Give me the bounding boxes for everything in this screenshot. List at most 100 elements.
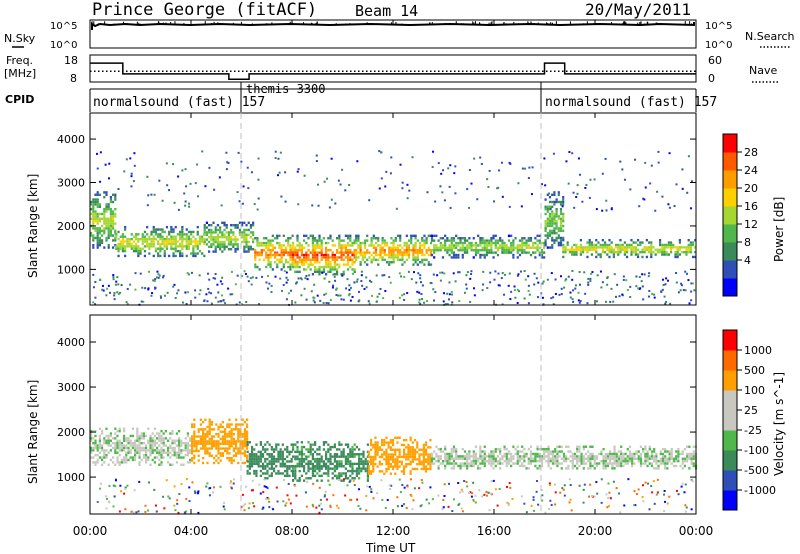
velocity-cell: [305, 477, 308, 480]
velocity-cell: [448, 459, 451, 463]
velocity-cell: [279, 472, 282, 475]
power-cell: [357, 234, 360, 238]
velocity-cell: [226, 425, 229, 429]
velocity-cell: [589, 462, 592, 465]
velocity-cell: [554, 457, 557, 460]
power-cell: [466, 188, 469, 191]
power-cell: [146, 242, 149, 246]
power-cell: [152, 245, 155, 248]
power-cell: [230, 270, 233, 273]
velocity-cell: [138, 456, 141, 459]
velocity-cell: [582, 488, 585, 491]
velocity-cell: [424, 441, 428, 444]
power-cell: [689, 250, 692, 254]
power-cell: [269, 263, 272, 266]
power-cell: [349, 256, 352, 259]
velocity-cell: [145, 446, 148, 450]
power-cell: [139, 249, 142, 253]
power-cell: [320, 258, 323, 262]
power-cell: [444, 244, 447, 247]
velocity-cell: [303, 457, 306, 461]
power-cell: [614, 250, 618, 254]
power-cell: [405, 241, 408, 245]
velocity-cell: [355, 453, 358, 456]
power-cell: [337, 294, 340, 297]
power-cell: [527, 251, 530, 254]
velocity-cell: [391, 467, 395, 471]
velocity-cell: [154, 504, 157, 507]
velocity-cell: [136, 432, 139, 435]
velocity-cell: [470, 495, 473, 498]
velocity-cell: [153, 456, 156, 459]
velocity-cell: [96, 458, 99, 462]
velocity-cell: [229, 482, 232, 485]
velocity-cell: [452, 467, 456, 470]
velocity-cell: [609, 457, 612, 460]
power-cell: [185, 237, 188, 241]
power-cell: [412, 251, 415, 254]
power-cell: [584, 248, 587, 251]
velocity-cell: [450, 455, 453, 458]
power-cell: [579, 246, 582, 249]
power-cell: [493, 278, 496, 281]
power-cell: [234, 243, 237, 246]
power-cell: [279, 277, 282, 280]
power-cell: [296, 234, 299, 238]
velocity-cell: [311, 457, 314, 461]
velocity-cell: [562, 452, 566, 456]
velocity-cell: [185, 478, 188, 481]
velocity-cell: [217, 461, 220, 465]
velocity-cell: [94, 444, 97, 447]
power-cell: [485, 249, 489, 252]
power-cell: [338, 265, 341, 269]
velocity-cell: [307, 469, 310, 473]
velocity-cell: [204, 432, 207, 436]
velocity-cell: [496, 462, 500, 465]
velocity-cell: [521, 462, 524, 465]
velocity-cell: [549, 499, 552, 502]
power-cell: [143, 240, 147, 243]
velocity-cell: [457, 455, 460, 458]
velocity-cell: [253, 453, 256, 456]
power-cell: [181, 233, 184, 236]
velocity-cell: [140, 437, 143, 440]
power-cell: [423, 234, 426, 238]
velocity-cell: [370, 490, 373, 493]
power-cell: [214, 240, 217, 244]
freq-left-tick-top: 18: [64, 54, 78, 67]
power-cell: [170, 237, 173, 241]
power-cell: [357, 237, 360, 240]
colorbar-tick-label: 4: [744, 254, 751, 267]
power-cell: [363, 287, 366, 290]
power-cell: [383, 274, 386, 277]
velocity-cell: [591, 457, 594, 460]
velocity-cell: [411, 455, 414, 459]
velocity-cell: [538, 464, 541, 468]
velocity-cell: [611, 462, 614, 465]
velocity-cell: [101, 432, 104, 435]
power-cell: [429, 241, 433, 245]
velocity-cell: [285, 502, 288, 505]
power-cell: [518, 246, 522, 250]
power-cell: [150, 193, 153, 196]
velocity-cell: [250, 455, 254, 458]
power-cell: [359, 251, 362, 254]
power-cell: [214, 247, 217, 251]
velocity-cell: [490, 455, 493, 458]
velocity-cell: [483, 445, 486, 448]
power-cell: [466, 239, 469, 242]
velocity-cell: [331, 467, 334, 470]
velocity-cell: [342, 478, 345, 481]
power-cell: [595, 246, 598, 249]
power-cell: [525, 241, 528, 245]
power-cell: [351, 295, 354, 298]
power-cell: [196, 247, 199, 250]
power-cell: [163, 242, 166, 246]
power-cell: [544, 224, 547, 228]
velocity-cell: [135, 511, 138, 514]
power-cell: [183, 233, 186, 236]
power-cell: [559, 241, 563, 244]
velocity-cell: [336, 465, 339, 468]
power-cell: [257, 197, 260, 200]
velocity-cell: [90, 432, 93, 435]
